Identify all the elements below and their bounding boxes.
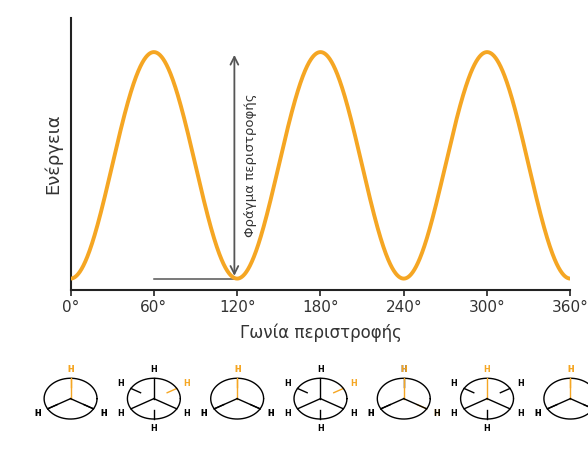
Text: H: H (201, 409, 208, 418)
Text: H: H (101, 409, 107, 418)
Text: H: H (267, 409, 274, 418)
Text: H: H (517, 379, 524, 388)
Text: H: H (400, 365, 407, 374)
Text: H: H (317, 365, 324, 374)
Text: H: H (234, 365, 240, 374)
Text: Φράγμα περιστροφής: Φράγμα περιστροφής (244, 93, 257, 237)
Text: H: H (317, 424, 324, 433)
Text: H: H (517, 409, 524, 418)
Text: H: H (151, 365, 157, 374)
Text: H: H (117, 409, 124, 418)
Text: H: H (151, 424, 157, 433)
Text: H: H (34, 409, 41, 418)
Text: H: H (367, 409, 374, 418)
Text: H: H (350, 409, 357, 418)
Text: H: H (367, 409, 374, 418)
Text: H: H (534, 409, 540, 418)
Text: H: H (117, 379, 124, 388)
Text: H: H (267, 409, 274, 418)
Y-axis label: Ενέργεια: Ενέργεια (44, 114, 62, 194)
Text: H: H (67, 365, 74, 374)
Text: H: H (101, 409, 107, 418)
Text: H: H (433, 409, 440, 418)
Text: H: H (201, 409, 208, 418)
Text: H: H (284, 409, 290, 418)
Text: H: H (67, 365, 74, 374)
Text: H: H (484, 424, 490, 433)
Text: H: H (34, 409, 41, 418)
Text: H: H (234, 365, 240, 374)
Text: H: H (534, 409, 540, 418)
Text: H: H (450, 379, 457, 388)
Text: H: H (400, 365, 407, 374)
Text: H: H (433, 409, 440, 418)
X-axis label: Γωνία περιστροφής: Γωνία περιστροφής (239, 324, 402, 342)
Text: H: H (450, 409, 457, 418)
Text: H: H (284, 379, 290, 388)
Text: H: H (350, 379, 357, 388)
Text: H: H (484, 365, 490, 374)
Text: H: H (567, 365, 574, 374)
Text: H: H (183, 409, 191, 418)
Text: H: H (567, 365, 574, 374)
Text: H: H (183, 379, 191, 388)
